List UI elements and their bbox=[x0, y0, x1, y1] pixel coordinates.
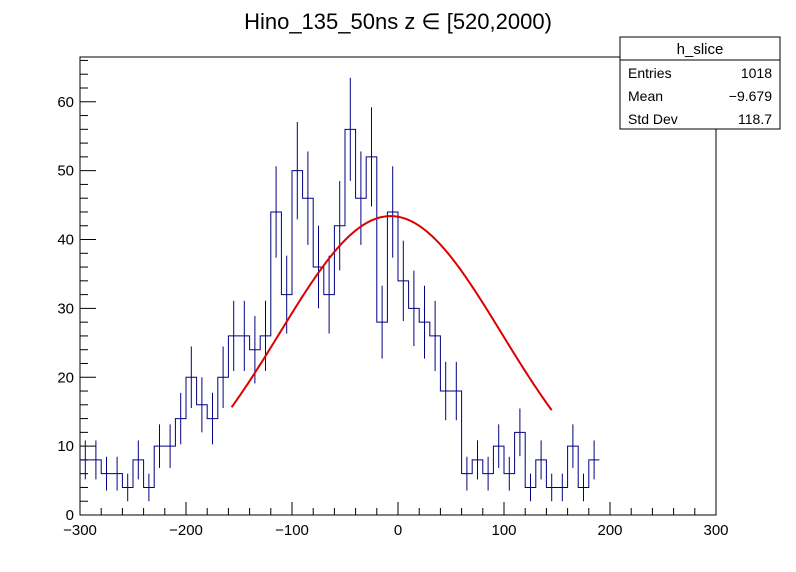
error-bars bbox=[84, 77, 595, 502]
x-tick-label: 0 bbox=[394, 522, 402, 539]
axis-ticks bbox=[79, 59, 717, 516]
stats-entries-value: 1018 bbox=[741, 65, 772, 81]
x-tick-label: 100 bbox=[491, 522, 516, 539]
x-tick-label: 200 bbox=[597, 522, 622, 539]
x-tick-label: −100 bbox=[275, 522, 309, 539]
x-axis-tick-labels: −300 −200 −100 0 100 200 300 bbox=[63, 522, 728, 539]
stats-stddev-value: 118.7 bbox=[738, 111, 772, 127]
y-tick-label: 50 bbox=[57, 163, 74, 180]
stats-box: h_slice Entries 1018 Mean −9.679 Std Dev… bbox=[619, 36, 781, 130]
stats-stddev-label: Std Dev bbox=[628, 111, 678, 127]
y-tick-label: 20 bbox=[57, 369, 74, 386]
y-axis-tick-labels: 0 10 20 30 40 50 60 bbox=[57, 94, 74, 524]
stats-box-frame bbox=[619, 36, 781, 130]
stats-box-name: h_slice bbox=[677, 41, 724, 58]
y-tick-label: 0 bbox=[66, 507, 74, 524]
stats-mean-value: −9.679 bbox=[729, 88, 772, 104]
chart-title: Hino_135_50ns z ∈ [520,2000) bbox=[244, 9, 552, 34]
gaussian-fit-curve bbox=[230, 215, 553, 411]
y-tick-label: 40 bbox=[57, 232, 74, 249]
x-tick-label: 300 bbox=[703, 522, 728, 539]
y-tick-label: 60 bbox=[57, 94, 74, 111]
stats-entries-label: Entries bbox=[628, 65, 672, 81]
x-tick-label: −200 bbox=[169, 522, 203, 539]
stats-mean-label: Mean bbox=[628, 88, 663, 104]
y-tick-label: 30 bbox=[57, 300, 74, 317]
histogram-line bbox=[80, 128, 600, 488]
x-tick-label: −300 bbox=[63, 522, 97, 539]
y-tick-label: 10 bbox=[57, 438, 74, 455]
